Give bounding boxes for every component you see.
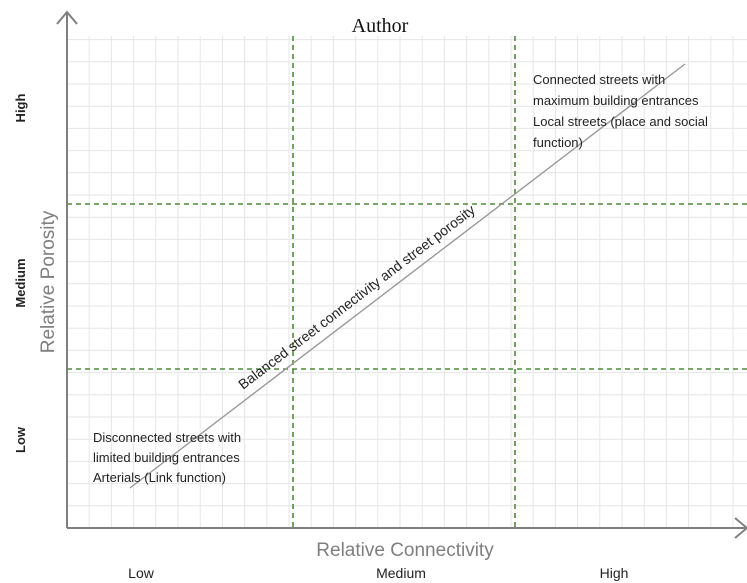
- annotation-connected-line-3: Local streets (place and social: [533, 114, 708, 129]
- minor-grid: [67, 36, 747, 528]
- y-level-medium: Medium: [13, 258, 28, 307]
- x-level-low: Low: [128, 565, 155, 581]
- x-level-high: High: [600, 565, 629, 581]
- y-level-high: High: [13, 94, 28, 123]
- y-axis-arrow-icon: [56, 10, 78, 25]
- annotation-connected-line-2: maximum building entrances: [533, 93, 699, 108]
- y-axis-title: Relative Porosity: [38, 210, 59, 353]
- major-grid: [67, 36, 747, 528]
- x-axis-title: Relative Connectivity: [316, 540, 494, 561]
- annotation-disconnected-line-3: Arterials (Link function): [93, 470, 226, 485]
- y-level-low: Low: [13, 426, 28, 453]
- annotation-disconnected-line-1: Disconnected streets with: [93, 430, 241, 445]
- annotation-connected-line-1: Connected streets with: [533, 72, 665, 87]
- caption-fragment: Author: [352, 15, 409, 37]
- annotation-disconnected: Disconnected streets with limited buildi…: [93, 430, 245, 485]
- x-axis-arrow-icon: [734, 517, 747, 539]
- annotation-connected-line-4: function): [533, 135, 583, 150]
- axes: [56, 10, 747, 539]
- diagonal-annotation: Balanced street connectivity and street …: [235, 201, 478, 392]
- x-level-medium: Medium: [376, 565, 426, 581]
- annotation-connected: Connected streets with maximum building …: [533, 72, 712, 150]
- balance-diagonal-line: [129, 63, 686, 489]
- annotation-disconnected-line-2: limited building entrances: [93, 450, 240, 465]
